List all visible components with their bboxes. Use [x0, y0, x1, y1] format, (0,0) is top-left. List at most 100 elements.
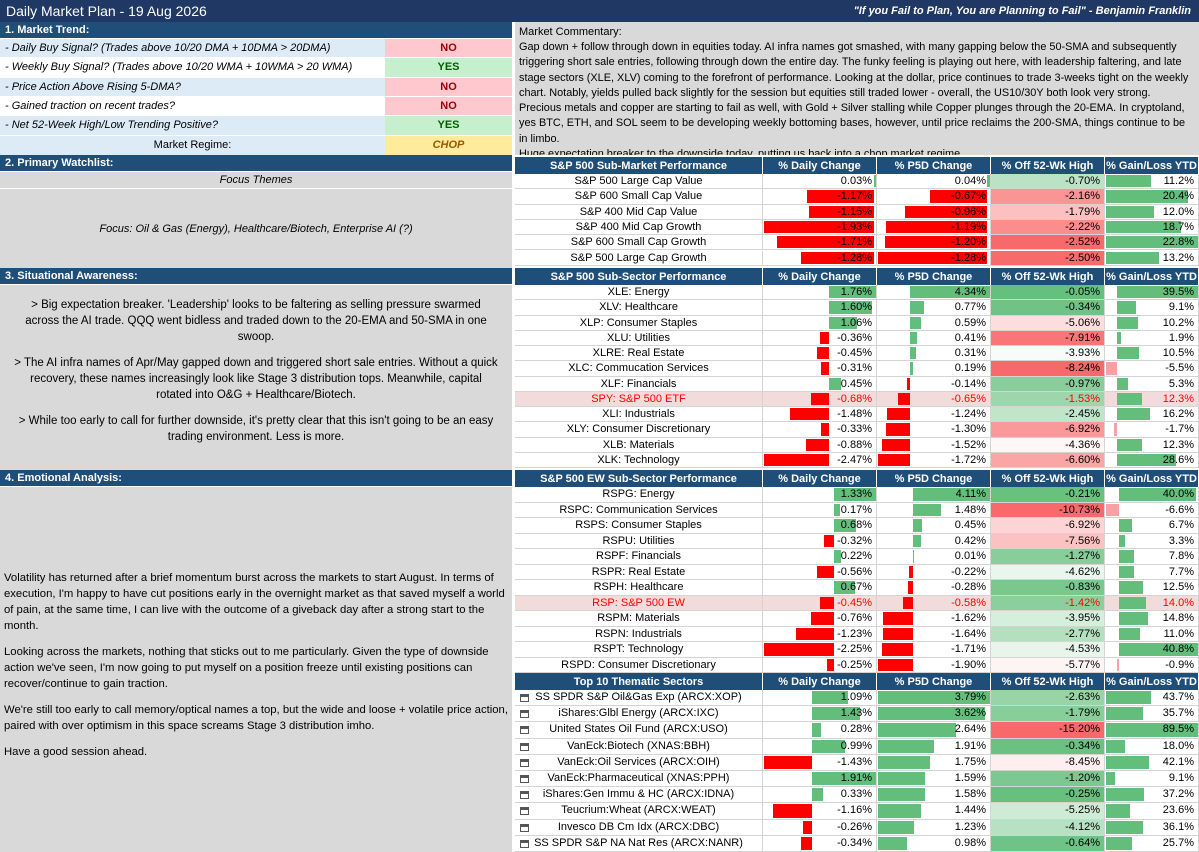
cell: -1.28% [763, 250, 877, 266]
cell: -1.79% [991, 204, 1105, 220]
cell-value: -6.60% [1065, 453, 1100, 466]
cell-value: -0.05% [1065, 286, 1100, 298]
row-name: RSPU: Utilities [515, 533, 763, 549]
cell: 1.33% [763, 487, 877, 503]
data-bar [1117, 453, 1176, 466]
cell-value: 0.45% [954, 519, 986, 531]
data-bar [1118, 488, 1197, 501]
row-name: XLU: Utilities [515, 330, 763, 346]
cell: 0.04% [877, 174, 991, 190]
cell-value: 3.62% [954, 707, 986, 720]
cell-value: -0.34% [1065, 301, 1100, 314]
cell: -0.26% [763, 819, 877, 836]
row-name: S&P 600 Small Cap Growth [515, 235, 763, 251]
cell-value: -4.12% [1065, 820, 1100, 833]
data-bar [878, 772, 925, 786]
cell-value: 4.11% [955, 488, 986, 500]
column-header: % Off 52-Wk High [991, 673, 1105, 690]
cell: 0.41% [877, 330, 991, 346]
regime-label: Market Regime: [0, 135, 385, 155]
row-name: SS SPDR S&P NA Nat Res (ARCX:NANR) [515, 835, 763, 852]
cell: -0.70% [991, 174, 1105, 190]
cell: 0.45% [763, 376, 877, 392]
cell: -0.33% [763, 422, 877, 438]
data-bar [829, 286, 876, 299]
cell-value: -0.25% [1065, 788, 1100, 801]
data-bar [1117, 392, 1143, 405]
cell: -1.90% [877, 657, 991, 673]
cell-value: -0.67% [951, 190, 986, 203]
data-bar [1118, 596, 1146, 609]
cell-value: 1.9% [1168, 331, 1194, 344]
cell-value: 1.91% [840, 772, 872, 784]
row-name: SS SPDR S&P Oil&Gas Exp (ARCX:XOP) [515, 690, 763, 707]
data-bar [834, 503, 840, 516]
cell: -1.53% [991, 391, 1105, 407]
cell-value: 40.8% [1162, 643, 1194, 655]
column-header: % Daily Change [763, 470, 877, 487]
data-bar [1106, 788, 1145, 802]
data-bar [909, 286, 990, 299]
column-header: % Gain/Loss YTD [1105, 470, 1199, 487]
row-name: S&P 500 Large Cap Value [515, 174, 763, 190]
cell-value: 20.4% [1162, 190, 1194, 203]
cell: 13.2% [1105, 250, 1199, 266]
cell-value: -0.83% [1065, 581, 1100, 593]
data-bar [909, 565, 914, 578]
cell-value: -1.93% [837, 220, 872, 233]
data-bar [826, 658, 835, 671]
data-bar [808, 205, 875, 218]
cell-value: 0.59% [954, 316, 986, 329]
cell: 12.5% [1105, 580, 1199, 596]
data-bar [913, 488, 990, 501]
data-bar [1106, 836, 1133, 850]
cell: 20.4% [1105, 189, 1199, 205]
data-bar [819, 331, 830, 344]
data-bar [905, 205, 987, 218]
icon [520, 807, 529, 816]
cell-value: 11.0% [1163, 627, 1194, 640]
cell-value: -1.20% [1065, 772, 1100, 784]
cell-value: -0.25% [837, 658, 872, 671]
data-bar [886, 408, 910, 421]
cell: 0.42% [877, 533, 991, 549]
row-name: XLP: Consumer Staples [515, 315, 763, 331]
cell-value: -0.97% [1065, 377, 1100, 390]
cell-value: -3.93% [1065, 347, 1100, 359]
data-bar [909, 362, 914, 375]
column-header: % Gain/Loss YTD [1105, 268, 1199, 285]
cell: -0.36% [763, 330, 877, 346]
cell-value: 2.64% [954, 723, 986, 736]
cell: -15.20% [991, 722, 1105, 739]
cell-value: -5.5% [1165, 362, 1194, 375]
cell-value: 4.34% [954, 286, 986, 298]
cell-value: 0.03% [840, 175, 872, 187]
cell-value: 11.2% [1163, 175, 1194, 187]
cell-value: 0.04% [954, 175, 986, 187]
section-header: 3. Situational Awareness: [0, 268, 512, 285]
cell: 1.91% [763, 771, 877, 788]
cell-value: 0.67% [840, 581, 872, 593]
data-bar [986, 175, 990, 188]
data-bar [1118, 612, 1148, 625]
cell-value: -2.50% [1065, 251, 1100, 264]
data-bar [1106, 772, 1116, 786]
cell: -1.62% [877, 611, 991, 627]
cell: 0.98% [877, 835, 991, 852]
cell: -0.83% [991, 580, 1105, 596]
cell: -5.25% [991, 803, 1105, 820]
cell: -0.34% [991, 738, 1105, 755]
cell: 1.06% [763, 315, 877, 331]
cell: 0.17% [763, 502, 877, 518]
data-bar [1106, 739, 1125, 753]
row-name: RSPF: Financials [515, 549, 763, 565]
data-bar [878, 251, 987, 264]
column-header: % P5D Change [877, 470, 991, 487]
data-bar [909, 347, 916, 360]
data-bar [829, 316, 858, 329]
title-bar: Daily Market Plan - 19 Aug 2026 "If you … [0, 0, 1199, 22]
cell-value: 0.33% [840, 788, 872, 801]
data-bar [882, 627, 914, 640]
cell-value: -1.72% [951, 453, 986, 466]
row-name: RSPT: Technology [515, 642, 763, 658]
